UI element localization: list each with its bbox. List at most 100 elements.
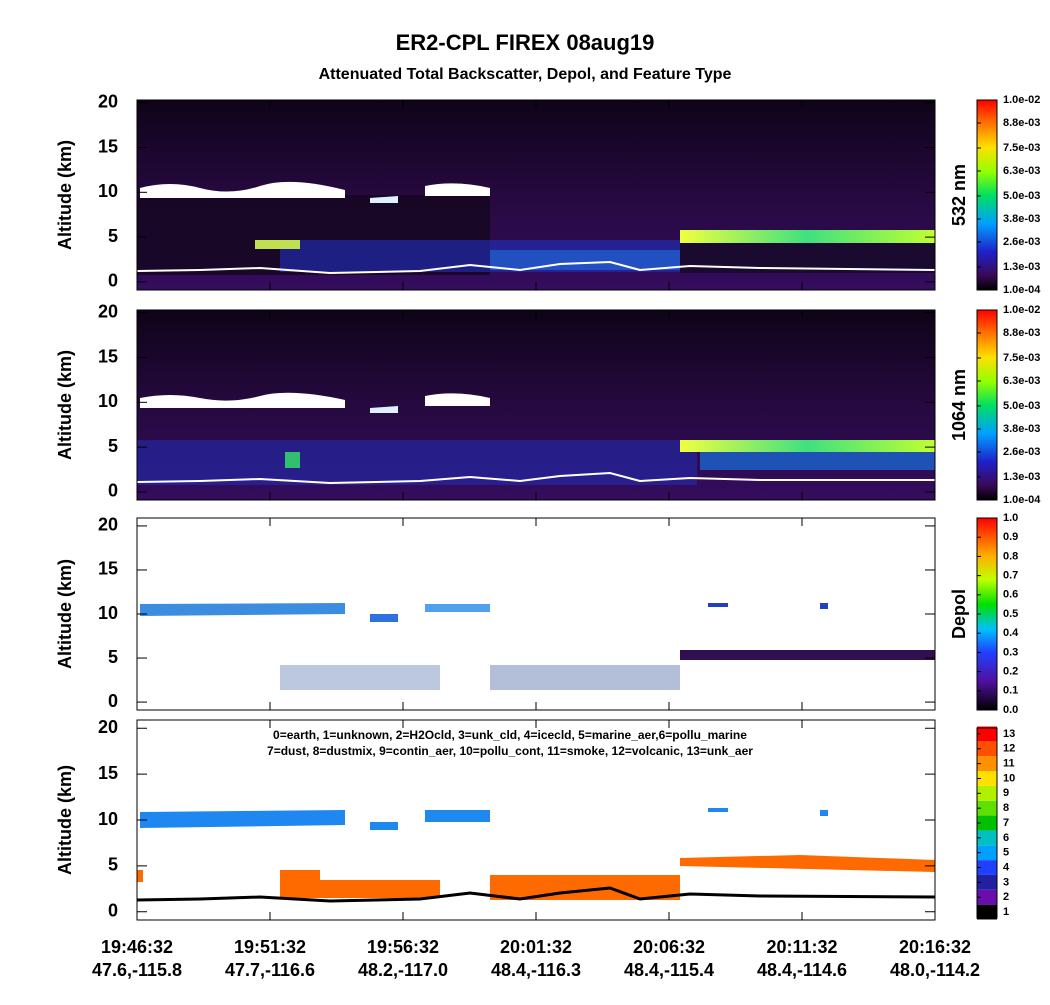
- x-tick-location: 48.0,-114.2: [890, 960, 980, 980]
- y-axis-label: Altitude (km): [55, 559, 75, 669]
- y-axis-label: Altitude (km): [55, 140, 75, 250]
- y-tick-label: 15: [98, 763, 118, 783]
- colorbar-cell: [977, 771, 997, 786]
- colorbar-cell: [977, 815, 997, 831]
- title: ER2-CPL FIREX 08aug19: [396, 30, 655, 55]
- colorbar-cell: [977, 756, 997, 772]
- colorbar-tick-label: 7.5e-03: [1003, 352, 1040, 364]
- colorbar: [977, 100, 997, 290]
- x-tick-location: 48.2,-117.0: [358, 960, 448, 980]
- colorbar-tick-label: 0.8: [1003, 550, 1018, 562]
- colorbar-tick-label: 1.0: [1003, 512, 1018, 524]
- x-tick-time: 19:51:32: [234, 937, 306, 957]
- colorbar-cell: [977, 904, 997, 920]
- y-tick-label: 15: [98, 136, 118, 156]
- x-tick-location: 48.4,-116.3: [491, 960, 581, 980]
- y-tick-label: 10: [98, 809, 118, 829]
- legend-annotation: 7=dust, 8=dustmix, 9=contin_aer, 10=poll…: [267, 744, 753, 758]
- colorbar-tick-label: 7.5e-03: [1003, 142, 1040, 154]
- colorbar-tick-label: 1.3e-03: [1003, 261, 1040, 273]
- colorbar-label: 532 nm: [949, 164, 969, 226]
- x-tick-time: 19:56:32: [367, 937, 439, 957]
- colorbar-cell: [977, 785, 997, 801]
- x-tick-time: 20:06:32: [633, 937, 705, 957]
- colorbar-tick-label: 2: [1003, 891, 1009, 903]
- colorbar-frame: [976, 309, 998, 501]
- colorbar-tick-label: 1.0e-04: [1003, 494, 1041, 506]
- colorbar-tick-label: 6.3e-03: [1003, 375, 1040, 387]
- x-tick-location: 47.7,-116.6: [225, 960, 315, 980]
- colorbar-tick-label: 10: [1003, 772, 1015, 784]
- colorbar-label: Depol: [949, 589, 969, 639]
- y-tick-label: 10: [98, 603, 118, 623]
- colorbar-tick-label: 3.8e-03: [1003, 423, 1040, 435]
- y-tick-label: 0: [108, 481, 118, 501]
- colorbar-tick-label: 0.2: [1003, 666, 1018, 678]
- colorbar-tick-label: 12: [1003, 743, 1015, 755]
- colorbar-tick-label: 7: [1003, 817, 1009, 829]
- colorbar-cell: [977, 889, 997, 905]
- y-tick-label: 20: [98, 301, 118, 321]
- y-tick-label: 5: [108, 436, 118, 456]
- colorbar-cell: [977, 800, 997, 816]
- colorbar-cell: [977, 830, 997, 846]
- colorbar-tick-label: 0.7: [1003, 570, 1018, 582]
- colorbar-cell: [977, 860, 997, 875]
- y-tick-label: 5: [108, 647, 118, 667]
- colorbar-tick-label: 6: [1003, 832, 1009, 844]
- colorbar-tick-label: 8.8e-03: [1003, 327, 1040, 339]
- y-tick-label: 20: [98, 91, 118, 111]
- x-tick-time: 20:16:32: [899, 937, 971, 957]
- y-axis-label: Altitude (km): [55, 765, 75, 875]
- colorbar-tick-label: 0.5: [1003, 608, 1018, 620]
- y-tick-label: 0: [108, 271, 118, 291]
- colorbar: [977, 518, 997, 710]
- colorbar-tick-label: 0.4: [1003, 627, 1019, 639]
- x-tick-location: 48.4,-115.4: [624, 960, 714, 980]
- colorbar-tick-label: 11: [1003, 758, 1015, 770]
- colorbar-tick-label: 0.3: [1003, 646, 1018, 658]
- y-tick-label: 20: [98, 515, 118, 535]
- colorbar-tick-label: 1.0e-02: [1003, 94, 1040, 106]
- y-tick-label: 5: [108, 855, 118, 875]
- colorbar-frame: [976, 99, 998, 291]
- x-tick-time: 20:01:32: [500, 937, 572, 957]
- y-tick-label: 5: [108, 226, 118, 246]
- legend-annotation: 0=earth, 1=unknown, 2=H2Ocld, 3=unk_cld,…: [273, 728, 747, 742]
- x-tick-location: 48.4,-114.6: [757, 960, 847, 980]
- colorbar-tick-label: 0.9: [1003, 531, 1018, 543]
- colorbar-tick-label: 0.6: [1003, 589, 1018, 601]
- colorbar-tick-label: 0.1: [1003, 685, 1018, 697]
- y-axis-label: Altitude (km): [55, 350, 75, 460]
- y-tick-label: 15: [98, 346, 118, 366]
- x-tick-time: 19:46:32: [101, 937, 173, 957]
- colorbar-tick-label: 5: [1003, 847, 1009, 859]
- colorbar-tick-label: 1.0e-04: [1003, 284, 1041, 296]
- x-tick-time: 20:11:32: [766, 937, 837, 957]
- colorbar-cell: [977, 741, 997, 757]
- x-tick-location: 47.6,-115.8: [92, 960, 182, 980]
- colorbar-tick-label: 5.0e-03: [1003, 190, 1040, 202]
- colorbar-tick-label: 5.0e-03: [1003, 400, 1040, 412]
- colorbar-tick-label: 0.0: [1003, 704, 1018, 716]
- colorbar-cell: [977, 874, 997, 890]
- subtitle: Attenuated Total Backscatter, Depol, and…: [319, 66, 732, 83]
- colorbar-cell: [977, 845, 997, 861]
- colorbar-tick-label: 1: [1003, 906, 1009, 918]
- y-tick-label: 0: [108, 900, 118, 920]
- colorbar-tick-label: 3: [1003, 876, 1009, 888]
- colorbar-tick-label: 2.6e-03: [1003, 236, 1040, 248]
- y-tick-label: 10: [98, 181, 118, 201]
- y-tick-label: 10: [98, 391, 118, 411]
- colorbar-tick-label: 2.6e-03: [1003, 446, 1040, 458]
- colorbar-tick-label: 1.3e-03: [1003, 471, 1040, 483]
- colorbar-tick-label: 13: [1003, 728, 1015, 740]
- colorbar-tick-label: 8: [1003, 802, 1009, 814]
- colorbar-tick-label: 9: [1003, 787, 1009, 799]
- colorbar-tick-label: 4: [1003, 861, 1010, 873]
- colorbar: [977, 310, 997, 500]
- y-tick-label: 15: [98, 559, 118, 579]
- colorbar-tick-label: 1.0e-02: [1003, 304, 1040, 316]
